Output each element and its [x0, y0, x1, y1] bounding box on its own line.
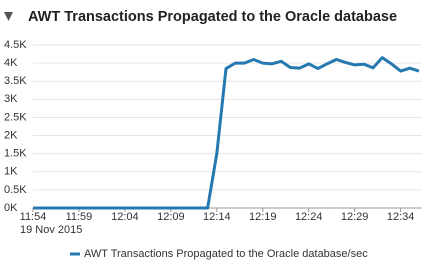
x-tick-label: 12:29 — [341, 211, 369, 223]
y-tick-label: 0.5K — [4, 184, 27, 196]
x-tick-label: 12:24 — [295, 211, 323, 223]
legend-label: AWT Transactions Propagated to the Oracl… — [84, 248, 368, 260]
x-date-label: 19 Nov 2015 — [20, 224, 82, 236]
y-tick-label: 2.5K — [4, 111, 27, 123]
y-tick-label: 4.5K — [4, 39, 27, 51]
series-line — [33, 56, 420, 210]
x-tick-label: 12:34 — [387, 211, 415, 223]
x-tick-label: 11:54 — [20, 211, 47, 223]
x-tick-label: 12:09 — [157, 211, 185, 223]
x-tick-label: 11:59 — [66, 211, 93, 223]
y-tick-label: 1.5K — [4, 148, 27, 160]
y-tick-label: 1K — [4, 166, 18, 178]
x-tick-label: 12:04 — [111, 211, 139, 223]
collapse-icon[interactable] — [4, 12, 13, 21]
chart-title: AWT Transactions Propagated to the Oracl… — [28, 9, 397, 25]
y-tick-label: 2K — [4, 129, 18, 141]
y-tick-label: 3.5K — [4, 75, 27, 87]
x-tick-label: 12:19 — [249, 211, 277, 223]
y-tick-label: 0K — [4, 202, 18, 214]
y-tick-label: 3K — [4, 93, 18, 105]
x-tick-label: 12:14 — [203, 211, 231, 223]
y-tick-label: 4K — [4, 57, 18, 69]
